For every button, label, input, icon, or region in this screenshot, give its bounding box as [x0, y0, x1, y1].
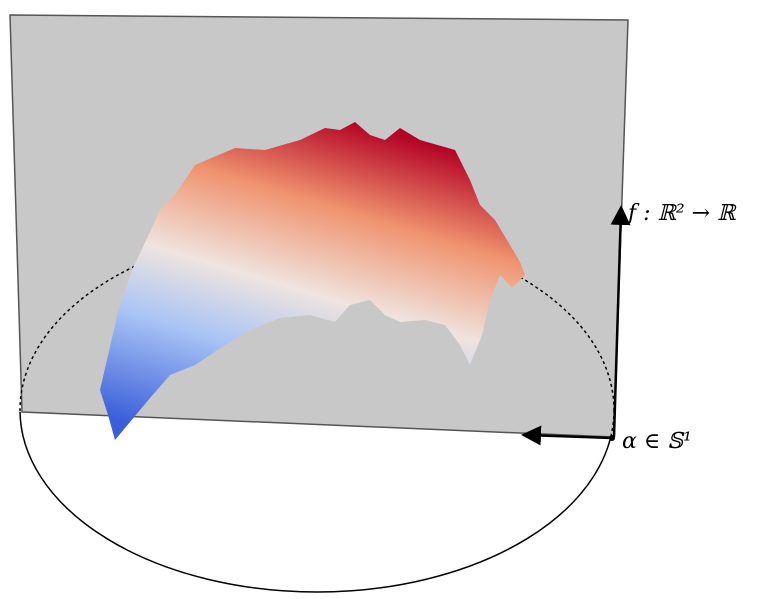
diagram: f : ℝ² → ℝ α ∈ 𝕊¹ — [0, 0, 761, 599]
function-label: f : ℝ² → ℝ — [626, 201, 737, 226]
point — [609, 435, 615, 441]
page: f : ℝ² → ℝ α ∈ 𝕊¹ (() => { const data = … — [0, 0, 761, 599]
angle-label: α ∈ 𝕊¹ — [622, 429, 692, 454]
